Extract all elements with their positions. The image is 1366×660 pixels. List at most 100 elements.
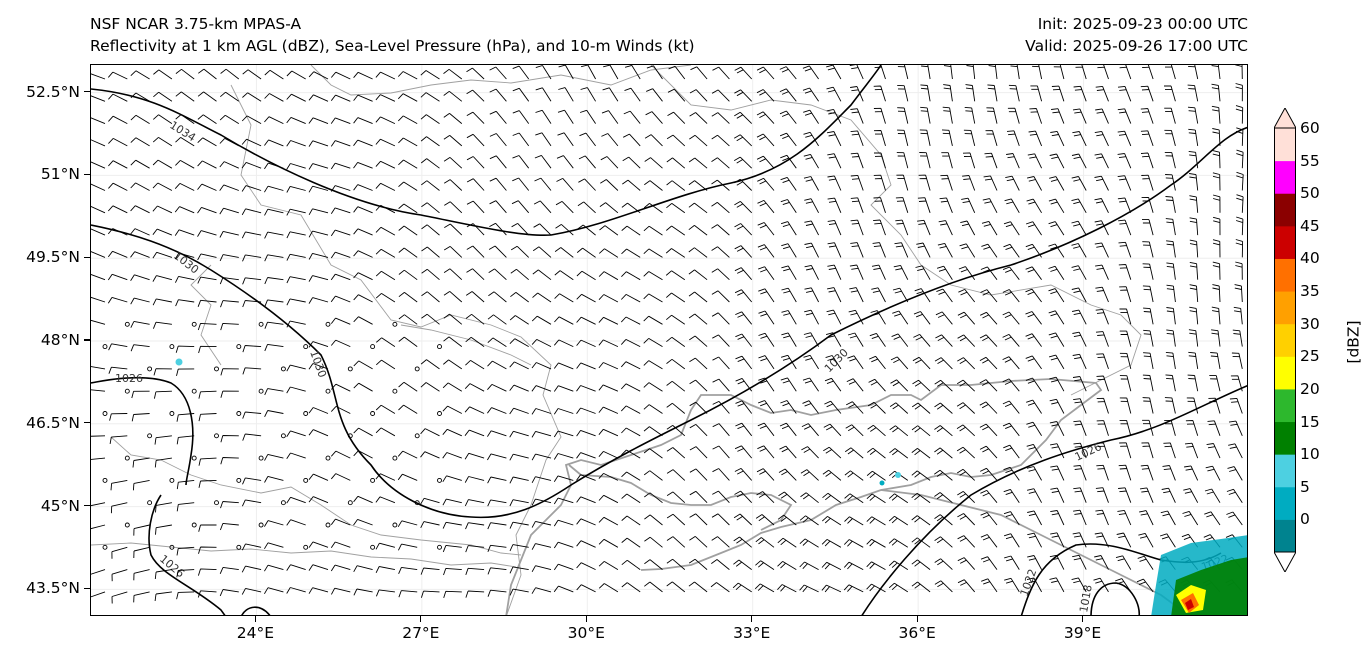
wind-barb: [557, 132, 574, 147]
wind-barb: [979, 356, 998, 370]
wind-barb: [893, 264, 909, 280]
wind-barb: [934, 357, 953, 370]
wind-barb: [219, 161, 239, 169]
latitude-tick-mark: [84, 339, 90, 341]
wind-barb: [420, 92, 440, 102]
wind-barb: [804, 287, 820, 303]
wind-barb: [1212, 194, 1221, 213]
isobar-label: 1026: [115, 372, 143, 385]
wind-barb: [1210, 352, 1221, 369]
wind-barb: [553, 362, 574, 370]
wind-barb: [111, 591, 128, 604]
colorbar-tick-label: 55: [1300, 151, 1320, 170]
wind-barb: [689, 490, 708, 504]
wind-barb: [576, 452, 596, 459]
wind-barb: [553, 519, 574, 527]
wind-barb: [934, 469, 953, 481]
isobar-label: 1030: [307, 349, 329, 380]
wind-barb: [621, 427, 641, 437]
wind-barb: [643, 448, 663, 459]
wind-barb: [353, 228, 373, 236]
wind-barb: [464, 429, 485, 437]
wind-barb: [598, 362, 619, 370]
wind-barb: [1187, 106, 1199, 124]
wind-barb: [264, 520, 284, 527]
wind-barb: [1096, 353, 1109, 370]
calm-wind-marker: [191, 522, 197, 528]
wind-barb: [987, 84, 998, 102]
calm-wind-marker: [303, 344, 309, 350]
calm-wind-marker: [347, 433, 353, 439]
wind-barb: [330, 541, 351, 549]
wind-barb: [242, 300, 262, 308]
wind-barb: [804, 309, 819, 325]
wind-barb: [308, 117, 329, 125]
wind-barb: [510, 292, 529, 303]
colorbar-bin: [1274, 486, 1296, 520]
wind-barb: [689, 89, 708, 102]
wind-barb: [962, 175, 976, 191]
calm-wind-marker: [258, 522, 264, 528]
wind-barb: [220, 390, 239, 398]
wind-barb: [397, 93, 418, 102]
wind-barb: [799, 538, 819, 548]
wind-barb: [712, 356, 730, 370]
wind-barb: [176, 368, 195, 377]
wind-barb: [534, 177, 552, 191]
wind-barb: [665, 248, 686, 258]
wind-barb: [1142, 374, 1154, 392]
wind-barb: [826, 108, 842, 124]
longitude-tick-label: 30°E: [567, 624, 605, 642]
wind-barb: [911, 448, 931, 459]
wind-barb: [1188, 150, 1199, 169]
wind-barb: [443, 336, 463, 347]
wind-barb: [512, 155, 530, 169]
wind-barb: [220, 300, 239, 308]
wind-barb: [781, 287, 797, 303]
wind-barb: [644, 581, 663, 593]
wind-barb: [980, 289, 998, 303]
wind-barb: [888, 493, 909, 504]
wind-barb: [621, 248, 641, 258]
wind-barb: [620, 294, 641, 303]
wind-barb: [711, 179, 730, 191]
wind-barb: [241, 208, 262, 216]
wind-barb: [599, 202, 619, 214]
wind-barb: [1026, 488, 1042, 503]
wind-barb: [1188, 65, 1199, 80]
wind-barb: [398, 203, 418, 214]
wind-barb: [1025, 266, 1042, 280]
wind-barb: [873, 174, 886, 191]
wind-barb: [1165, 374, 1176, 392]
wind-barb: [398, 137, 418, 147]
wind-barb: [154, 457, 172, 468]
wind-barb: [624, 87, 641, 102]
longitude-tick-label: 24°E: [236, 624, 275, 642]
wind-barb: [690, 66, 708, 80]
wind-barb: [1053, 65, 1065, 80]
wind-barb: [621, 271, 641, 281]
calm-wind-marker: [236, 544, 242, 550]
wind-barb: [242, 367, 262, 375]
wind-barb: [1025, 288, 1042, 303]
colorbar-tick-label: 20: [1300, 379, 1320, 398]
wind-barb: [1002, 333, 1020, 347]
calm-wind-marker: [124, 455, 130, 461]
wind-barb: [353, 518, 373, 526]
longitude-tick-mark: [1081, 616, 1084, 622]
wind-barb: [511, 200, 530, 214]
wind-barb: [1143, 307, 1154, 325]
wind-barb: [308, 564, 329, 571]
wind-barb: [1207, 420, 1221, 436]
wind-barb: [242, 411, 262, 419]
wind-barb: [1160, 510, 1176, 526]
wind-barb: [711, 312, 730, 325]
wind-barb: [1162, 465, 1176, 481]
wind-barb: [576, 247, 596, 258]
isobar-label-layer: 1034 1030 1030 1026 1030 1026 1026 1022 …: [115, 119, 1230, 614]
wind-barb: [130, 320, 150, 328]
wind-barb: [1010, 65, 1020, 80]
wind-barb: [576, 270, 596, 281]
calm-wind-marker: [147, 366, 153, 372]
wind-barb: [866, 516, 886, 526]
